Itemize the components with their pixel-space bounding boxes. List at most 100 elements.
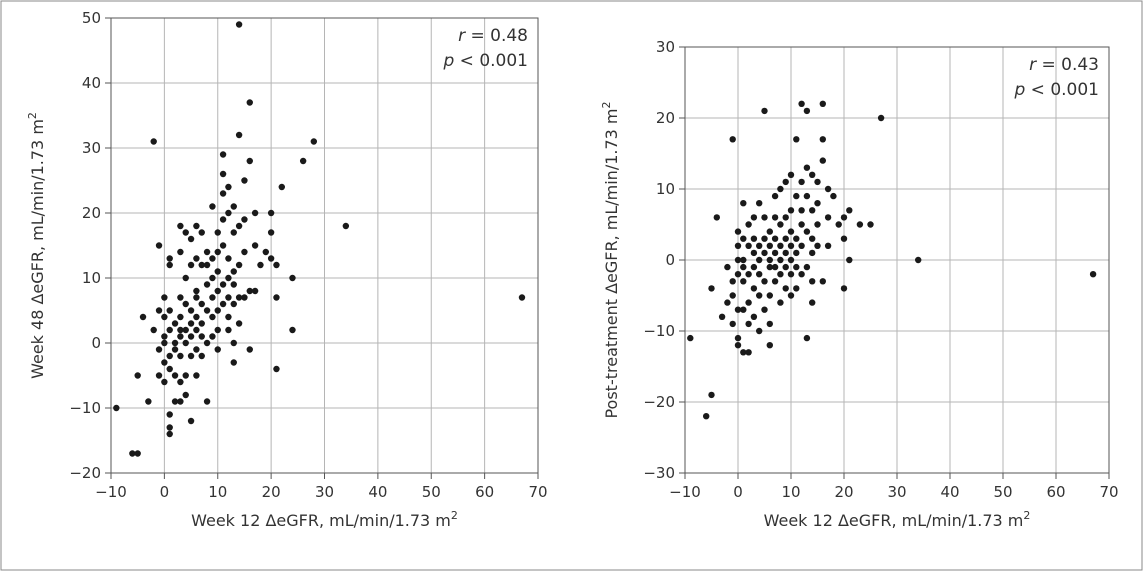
data-point xyxy=(193,287,200,295)
data-point xyxy=(750,313,758,320)
data-point xyxy=(182,326,189,334)
data-point xyxy=(251,209,259,217)
data-point xyxy=(219,216,227,223)
data-point xyxy=(724,263,731,271)
data-point xyxy=(793,249,800,257)
x-tick-label: 30 xyxy=(315,483,334,501)
x-tick-label: 70 xyxy=(1099,483,1118,501)
data-point xyxy=(166,411,173,418)
data-point xyxy=(267,209,275,217)
x-tick-label: 70 xyxy=(528,483,547,501)
p-annotation: p < 0.001 xyxy=(1013,80,1099,100)
data-point xyxy=(113,404,120,412)
data-point xyxy=(278,183,285,191)
data-point xyxy=(225,294,232,301)
data-point xyxy=(766,292,773,299)
data-point xyxy=(777,299,784,306)
data-point xyxy=(814,221,821,228)
data-point xyxy=(846,207,853,214)
data-point xyxy=(729,136,736,143)
data-point xyxy=(819,100,826,108)
data-point xyxy=(713,214,720,221)
data-point xyxy=(246,346,253,353)
data-point xyxy=(771,192,779,200)
data-point xyxy=(193,372,200,379)
data-point xyxy=(798,221,805,228)
data-point xyxy=(771,214,779,221)
data-point xyxy=(798,242,805,249)
y-tick-label: 10 xyxy=(656,180,675,198)
data-point xyxy=(203,261,211,269)
data-point xyxy=(219,151,227,158)
data-point xyxy=(230,359,237,366)
data-point xyxy=(193,313,200,321)
data-point xyxy=(155,242,163,249)
data-point xyxy=(771,278,779,285)
data-point xyxy=(740,263,747,271)
data-point xyxy=(798,207,805,214)
data-point xyxy=(161,359,168,366)
data-point xyxy=(840,285,848,292)
data-point xyxy=(235,320,243,327)
y-tick-label: −10 xyxy=(69,399,101,417)
data-point xyxy=(166,365,173,373)
data-point xyxy=(299,157,307,165)
data-point xyxy=(814,242,821,249)
data-point xyxy=(193,222,200,230)
data-point xyxy=(750,214,758,221)
x-tick-label: 20 xyxy=(834,483,853,501)
data-point xyxy=(219,281,227,288)
data-point xyxy=(771,249,779,257)
data-point xyxy=(214,248,221,256)
data-point xyxy=(150,138,157,145)
data-point xyxy=(182,300,189,308)
data-point xyxy=(840,235,848,242)
data-point xyxy=(877,114,885,122)
data-point xyxy=(777,256,784,264)
data-point xyxy=(219,300,227,308)
data-point xyxy=(793,285,800,292)
data-point xyxy=(262,248,269,256)
data-point xyxy=(139,313,147,321)
data-point xyxy=(814,200,821,207)
data-point xyxy=(182,372,189,379)
data-point xyxy=(187,307,195,314)
data-point xyxy=(518,294,526,301)
data-point xyxy=(703,413,710,420)
data-point xyxy=(734,242,742,249)
data-point xyxy=(134,372,141,379)
data-point xyxy=(708,285,715,292)
x-tick-label: 40 xyxy=(368,483,387,501)
data-point xyxy=(803,107,811,115)
data-point xyxy=(230,268,237,275)
y-tick-label: −20 xyxy=(643,393,675,411)
x-tick-label: 20 xyxy=(262,483,281,501)
data-point xyxy=(734,228,742,235)
data-point xyxy=(161,378,168,386)
data-point xyxy=(793,263,800,271)
data-point xyxy=(915,256,922,264)
data-point xyxy=(225,313,232,321)
data-point xyxy=(756,327,763,335)
data-point xyxy=(809,235,816,242)
x-tick-label: 10 xyxy=(208,483,227,501)
y-tick-label: 20 xyxy=(82,204,101,222)
data-point xyxy=(798,100,805,108)
data-point xyxy=(840,214,848,221)
r-annotation: r = 0.43 xyxy=(1029,55,1099,75)
data-point xyxy=(745,299,752,306)
data-point xyxy=(819,157,826,164)
data-point xyxy=(803,263,811,271)
data-point xyxy=(235,21,243,28)
data-point xyxy=(187,352,195,360)
data-point xyxy=(230,339,237,347)
x-tick-label: 60 xyxy=(475,483,494,501)
data-point xyxy=(198,352,205,360)
data-point xyxy=(235,131,243,139)
y-axis-label: Post-treatment ΔeGFR, mL/min/1.73 m2 xyxy=(600,101,621,418)
data-point xyxy=(787,256,795,264)
data-point xyxy=(782,285,789,292)
data-point xyxy=(766,228,773,235)
data-point xyxy=(267,255,275,262)
data-point xyxy=(740,306,747,313)
